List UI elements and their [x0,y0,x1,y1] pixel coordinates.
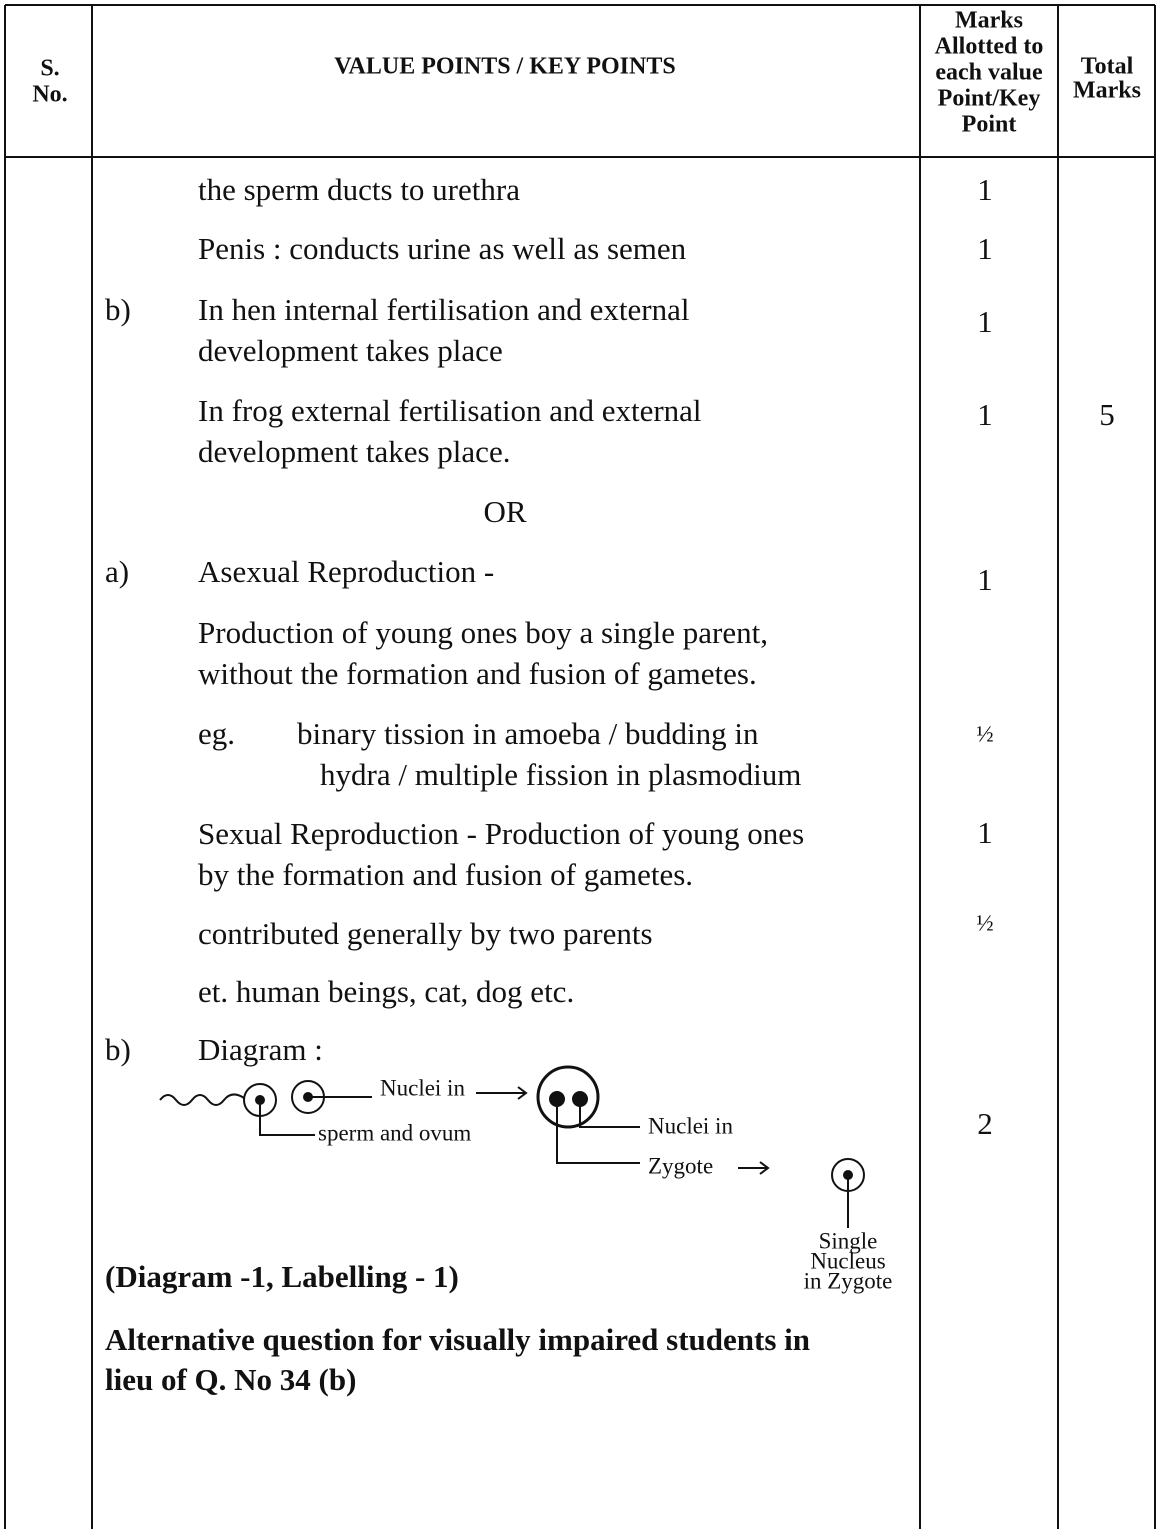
diagram-label: Nucleus [810,1248,885,1273]
value-point: hydra / multiple fission in plasmodium [320,757,801,792]
marks: 1 [977,304,993,339]
header-marks: Point [962,112,1017,138]
header-marks: each value [935,60,1043,86]
value-point: In hen internal fertilisation and extern… [198,292,690,327]
item-label: b) [105,1032,131,1067]
value-point: Penis : conducts urine as well as semen [198,231,687,266]
value-point: OR [483,494,526,529]
item-label: b) [105,292,131,327]
marks: 1 [977,172,993,207]
header-marks: Marks [955,8,1023,34]
value-point: binary tission in amoeba / budding in [297,716,759,751]
header-marks: Point/Key [938,86,1041,112]
value-point: Sexual Reproduction - Production of youn… [198,816,804,851]
value-point: contributed generally by two parents [198,916,653,951]
value-point: Asexual Reproduction - [198,554,494,589]
value-point: the sperm ducts to urethra [198,172,520,207]
value-point: Diagram : [198,1032,323,1067]
marks: 1 [977,397,993,432]
diagram-label: Single [819,1228,878,1253]
pointer [579,1099,640,1128]
diagram-label: in Zygote [804,1268,893,1293]
diagram-label: Nuclei in [648,1113,733,1138]
diagram-label: Zygote [648,1153,713,1178]
zygote [536,1065,600,1129]
pointer [259,1100,315,1136]
header-marks: Allotted to [935,34,1044,60]
note: (Diagram -1, Labelling - 1) [105,1259,459,1294]
header-total: Total [1081,54,1134,80]
marks: 1 [977,231,993,266]
item-label: a) [105,554,129,589]
total-marks: 5 [1099,397,1115,432]
value-point: development takes place. [198,434,510,469]
marks: ½ [976,721,993,746]
marks: ½ [976,910,993,935]
diagram-label: Nuclei in [380,1075,465,1100]
value-point: development takes place [198,333,503,368]
sperm-tail [159,1093,245,1106]
marks: 1 [977,562,993,597]
header-sno: S. [40,56,59,82]
marks: 1 [977,815,993,850]
value-point: Production of young ones boy a single pa… [198,615,768,650]
value-point: without the formation and fusion of game… [198,656,757,691]
pointer [556,1099,640,1164]
value-point: by the formation and fusion of gametes. [198,857,693,892]
diagram-label: sperm and ovum [318,1120,471,1145]
arrow [476,1086,528,1100]
header-sno: No. [32,82,67,108]
arrow [738,1161,770,1175]
value-point: In frog external fertilisation and exter… [198,393,702,428]
header-value-points: VALUE POINTS / KEY POINTS [334,54,675,80]
note: lieu of Q. No 34 (b) [105,1362,356,1397]
marks: 2 [977,1106,993,1141]
header-total: Marks [1073,78,1141,104]
item-prefix: eg. [198,716,235,751]
value-point: et. human beings, cat, dog etc. [198,974,574,1009]
note: Alternative question for visually impair… [105,1322,810,1357]
